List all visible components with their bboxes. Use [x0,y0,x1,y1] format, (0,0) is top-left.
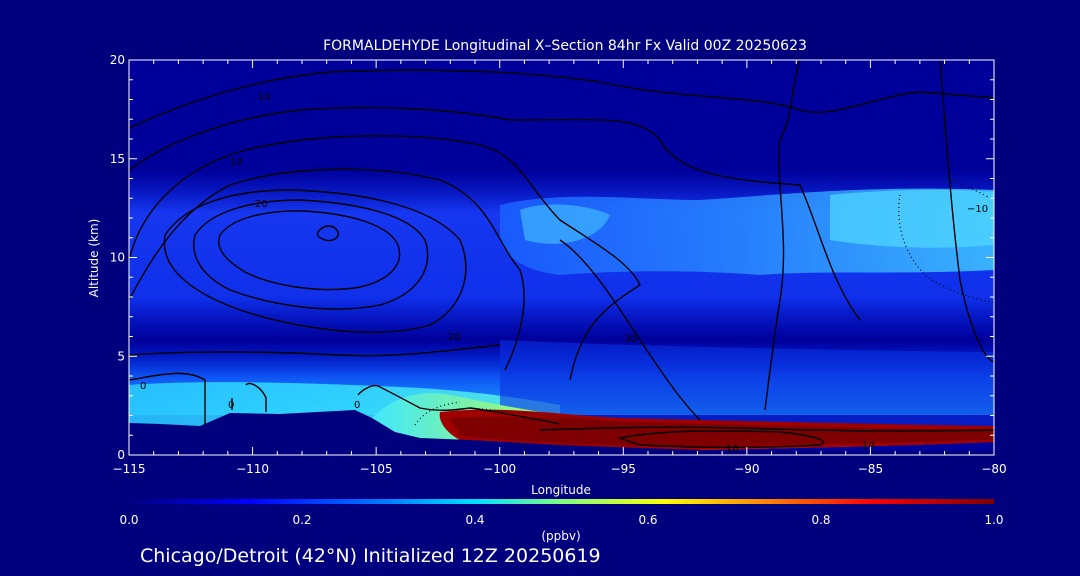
x-tick-label: −105 [360,462,393,476]
contour-label: 20 [448,332,461,343]
x-axis-label: Longitude [531,483,591,497]
colorbar-unit-label: (ppbv) [541,529,580,543]
y-axis: 0 5 10 15 20 [110,53,994,462]
contour-label: 10 [230,157,243,168]
colorbar-ticks: 0.0 0.2 0.4 0.6 0.8 1.0 [119,513,1003,527]
x-tick-label: −95 [611,462,636,476]
x-tick-label: −100 [483,462,516,476]
colorbar-tick-label: 0.2 [292,513,311,527]
y-tick-label: 0 [117,448,125,462]
y-axis-label: Altitude (km) [87,219,101,298]
colorbar-tick-label: 0.8 [811,513,830,527]
colorbar-tick-label: 0.4 [465,513,484,527]
y-tick-label: 10 [110,251,125,265]
run-info-footer: Chicago/Detroit (42°N) Initialized 12Z 2… [140,545,601,567]
contour-label: 0 [140,381,146,392]
colorbar [129,499,994,504]
contour-lines [129,60,994,448]
x-tick-label: −80 [981,462,1006,476]
x-tick-label: −115 [113,462,146,476]
x-tick-label: −110 [236,462,269,476]
contour-label: 0 [354,400,360,411]
y-tick-label: 20 [110,53,125,67]
concentration-field [129,60,994,455]
x-axis: −115 −110 −105 −100 −95 −90 −85 −80 [113,60,1007,476]
contour-label: 10 [862,441,875,452]
y-tick-label: 5 [117,349,125,363]
colorbar-tick-label: 0.6 [638,513,657,527]
contour-label: −10 [967,204,988,215]
contour-label: 0 [228,400,234,411]
contour-label-group: 10 0 20 0 0 20 30 10 10 −10 10 [140,92,988,455]
y-tick-label: 15 [110,152,125,166]
contour-label: 10 [258,92,271,103]
contour-label: 30 [624,334,637,345]
colorbar-tick-label: 0.0 [119,513,138,527]
contour-label: 10 [726,444,739,455]
colorbar-tick-label: 1.0 [984,513,1003,527]
negative-contours [414,179,994,426]
x-tick-label: −90 [734,462,759,476]
chart-title: FORMALDEHYDE Longitudinal X–Section 84hr… [323,38,807,54]
x-tick-label: −85 [858,462,883,476]
contour-label: 20 [255,199,268,210]
